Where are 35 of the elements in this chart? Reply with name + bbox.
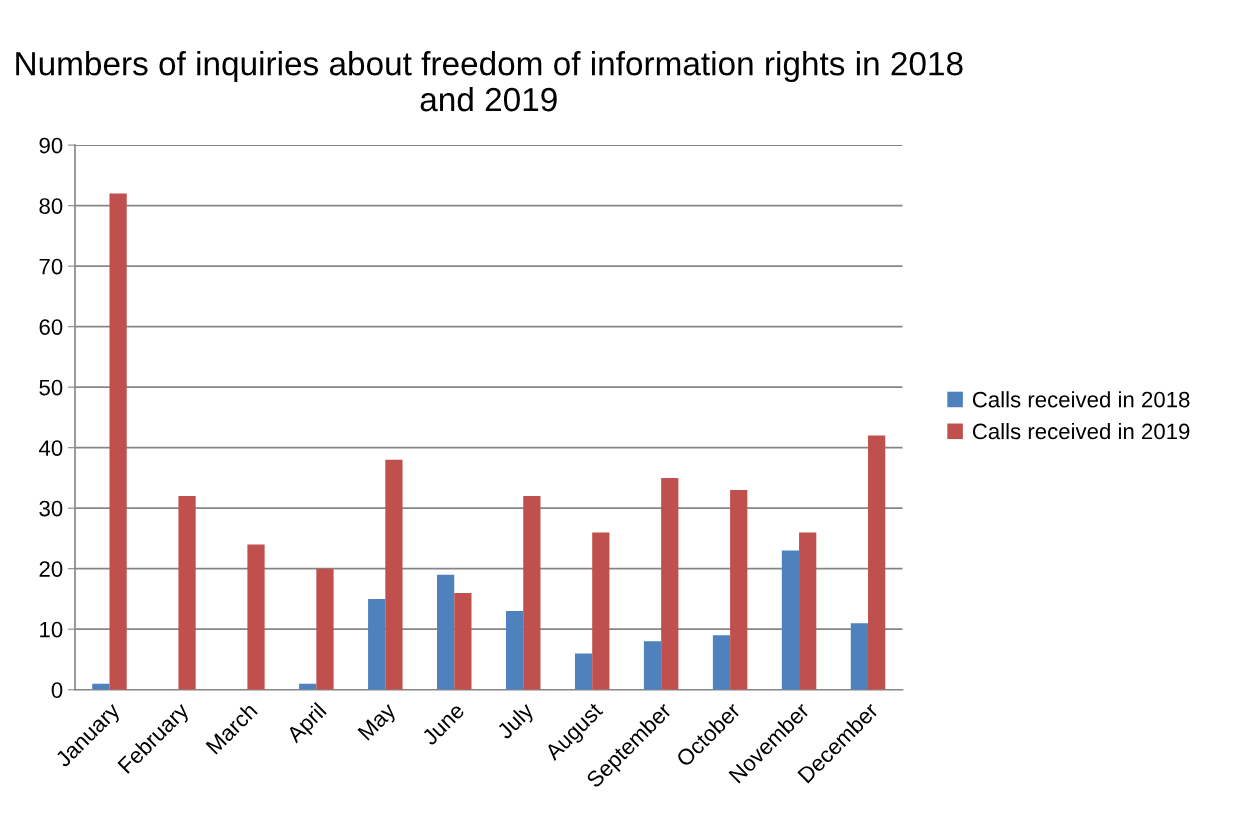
bar bbox=[109, 193, 127, 690]
bar bbox=[592, 532, 610, 690]
y-tick-label: 90 bbox=[39, 137, 63, 154]
y-tick-label: 20 bbox=[39, 561, 63, 577]
legend-label: Calls received in 2019 bbox=[972, 422, 1190, 440]
y-tick-label: 0 bbox=[51, 682, 63, 698]
x-tick-label: July bbox=[495, 700, 538, 744]
y-tick-label: 50 bbox=[39, 379, 63, 396]
bar bbox=[523, 496, 541, 690]
y-tick-label: 30 bbox=[39, 500, 63, 517]
bar bbox=[850, 623, 869, 690]
bar bbox=[368, 598, 386, 690]
y-tick-label: 10 bbox=[40, 621, 63, 638]
bar bbox=[437, 574, 455, 690]
bar bbox=[661, 477, 679, 690]
bar bbox=[781, 550, 800, 690]
bar bbox=[454, 592, 472, 690]
bar bbox=[799, 532, 817, 690]
bar bbox=[574, 653, 593, 690]
y-tick-label: 80 bbox=[39, 198, 63, 214]
chart-title: Numbers of inquiries about freedom of information rights in 2018 and 2019 bbox=[16, 51, 963, 112]
bar bbox=[712, 635, 731, 690]
y-tick-label: 60 bbox=[39, 319, 63, 335]
bar bbox=[505, 611, 524, 690]
bar bbox=[385, 459, 403, 690]
bar bbox=[730, 490, 748, 690]
y-tick-label: 40 bbox=[38, 440, 63, 456]
legend-label: Calls received in 2018 bbox=[972, 391, 1190, 408]
bar bbox=[178, 496, 196, 690]
y-tick-label: 70 bbox=[39, 258, 63, 275]
x-tick-label: May bbox=[357, 701, 400, 744]
bar bbox=[643, 641, 662, 690]
bar bbox=[316, 568, 334, 690]
bar bbox=[247, 544, 265, 690]
bar bbox=[868, 435, 886, 690]
